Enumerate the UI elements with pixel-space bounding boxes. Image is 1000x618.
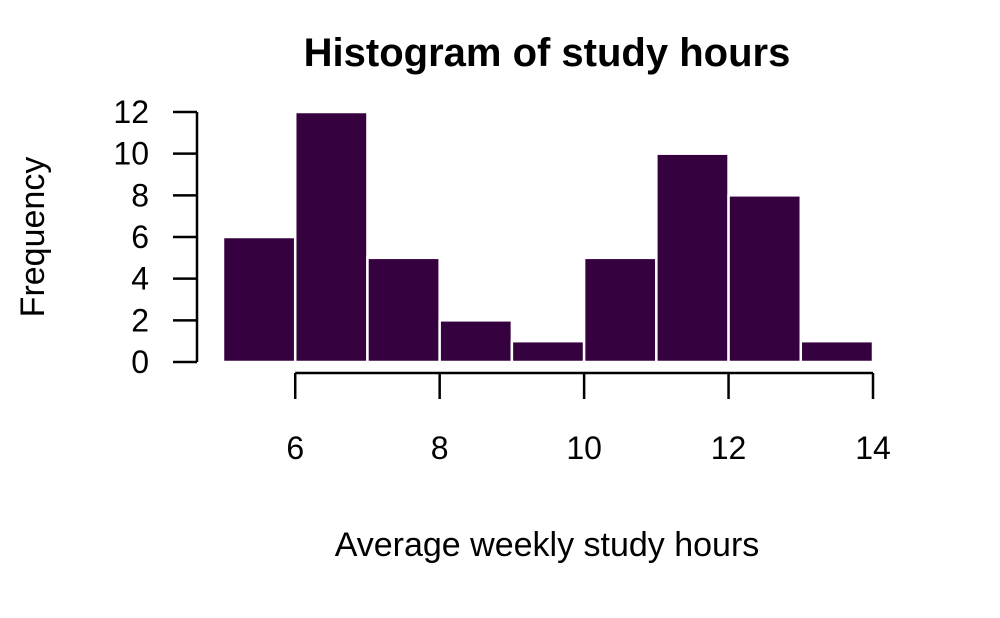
y-axis: 0 2 4 6 8 10 12 <box>113 94 199 380</box>
histogram-bar-1 <box>221 235 297 364</box>
y-tick-label: 0 <box>131 344 149 380</box>
y-axis-label: Frequency <box>14 157 52 318</box>
x-tick-label: 8 <box>431 430 449 466</box>
histogram-bar-3 <box>366 256 441 364</box>
histogram-bar-4 <box>438 319 514 364</box>
y-tick-label: 8 <box>131 177 149 213</box>
histogram-bar-7 <box>655 152 730 364</box>
y-tick-label: 4 <box>131 261 149 297</box>
y-tick-label: 2 <box>131 302 149 338</box>
y-tick-label: 10 <box>113 136 149 172</box>
histogram-bar-6 <box>582 256 658 364</box>
x-axis-label: Average weekly study hours <box>335 526 760 564</box>
y-tick-label: 6 <box>131 219 149 255</box>
histogram-bar-2 <box>293 110 369 364</box>
histogram-bar-9 <box>799 339 875 364</box>
y-tick-label: 12 <box>113 94 149 130</box>
chart-title: Histogram of study hours <box>304 31 791 75</box>
histogram-bar-5 <box>510 339 586 364</box>
x-axis: 6 8 10 12 14 <box>286 371 891 466</box>
histogram-bar-8 <box>727 194 803 364</box>
x-tick-label: 12 <box>711 430 747 466</box>
x-tick-label: 10 <box>566 430 602 466</box>
bars-group <box>221 110 875 364</box>
x-tick-label: 14 <box>855 430 891 466</box>
x-tick-label: 6 <box>286 430 304 466</box>
